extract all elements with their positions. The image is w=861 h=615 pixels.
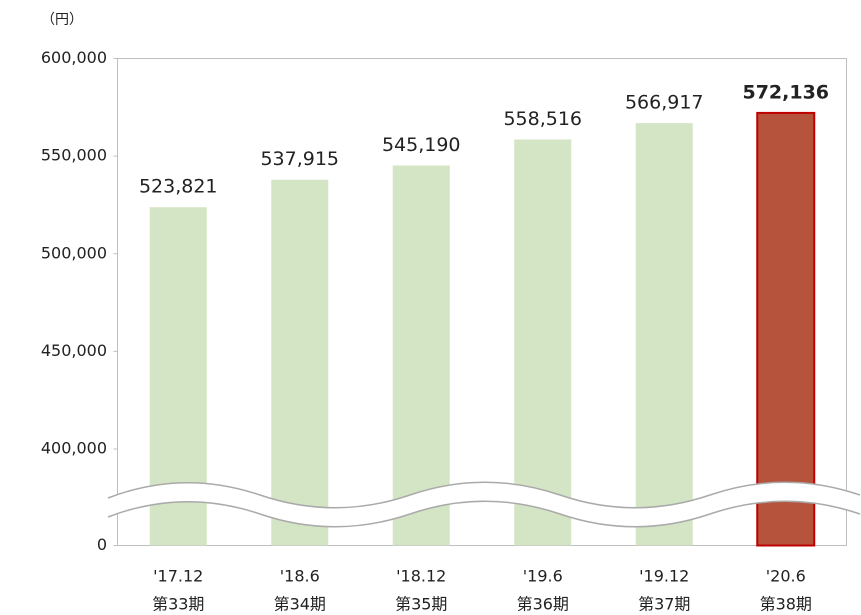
x-tick-label: '19.6 <box>523 567 563 586</box>
x-tick-label: '18.6 <box>280 567 320 586</box>
value-label: 566,917 <box>625 92 704 114</box>
break-line <box>107 500 861 528</box>
y-tick-label: 400,000 <box>41 439 107 458</box>
value-label: 558,516 <box>503 108 582 130</box>
break-band <box>108 482 860 527</box>
value-label: 572,136 <box>742 81 829 103</box>
y-tick-label: 0 <box>97 535 107 554</box>
x-tick-label: '17.12 <box>153 567 203 586</box>
bar <box>635 123 693 546</box>
bar <box>756 111 816 547</box>
x-tick-label: '18.12 <box>396 567 446 586</box>
unit-label: （円） <box>41 12 83 28</box>
y-tick-label: 600,000 <box>41 48 107 67</box>
y-tick-label: 500,000 <box>41 243 107 262</box>
x-tick-label: '20.6 <box>766 567 806 586</box>
bar <box>514 139 572 546</box>
value-label: 537,915 <box>260 148 339 170</box>
value-label: 545,190 <box>382 134 461 156</box>
y-tick-label: 550,000 <box>41 146 107 165</box>
x-tick-label: '19.12 <box>639 567 689 586</box>
y-tick-label: 450,000 <box>41 341 107 360</box>
period-label: 第36期 <box>517 595 569 614</box>
axis-break <box>107 481 861 528</box>
period-label: 第33期 <box>152 595 204 614</box>
period-label: 第34期 <box>274 595 326 614</box>
period-label: 第35期 <box>395 595 447 614</box>
bars <box>149 111 816 547</box>
value-label: 523,821 <box>139 176 218 198</box>
bar <box>392 165 450 546</box>
period-label: 第37期 <box>638 595 690 614</box>
period-label: 第38期 <box>760 595 812 614</box>
plot-frame <box>117 58 847 546</box>
bar <box>271 179 329 546</box>
break-line <box>107 481 861 509</box>
